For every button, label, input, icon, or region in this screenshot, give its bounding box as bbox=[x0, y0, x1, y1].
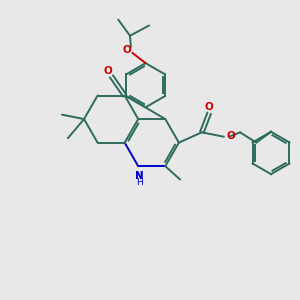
Text: N: N bbox=[135, 171, 144, 181]
Text: O: O bbox=[123, 46, 131, 56]
Text: O: O bbox=[226, 131, 235, 141]
Text: O: O bbox=[205, 102, 214, 112]
Text: N: N bbox=[135, 171, 143, 181]
Text: H: H bbox=[136, 178, 143, 187]
Text: N: N bbox=[135, 171, 143, 181]
Text: O: O bbox=[103, 66, 112, 76]
